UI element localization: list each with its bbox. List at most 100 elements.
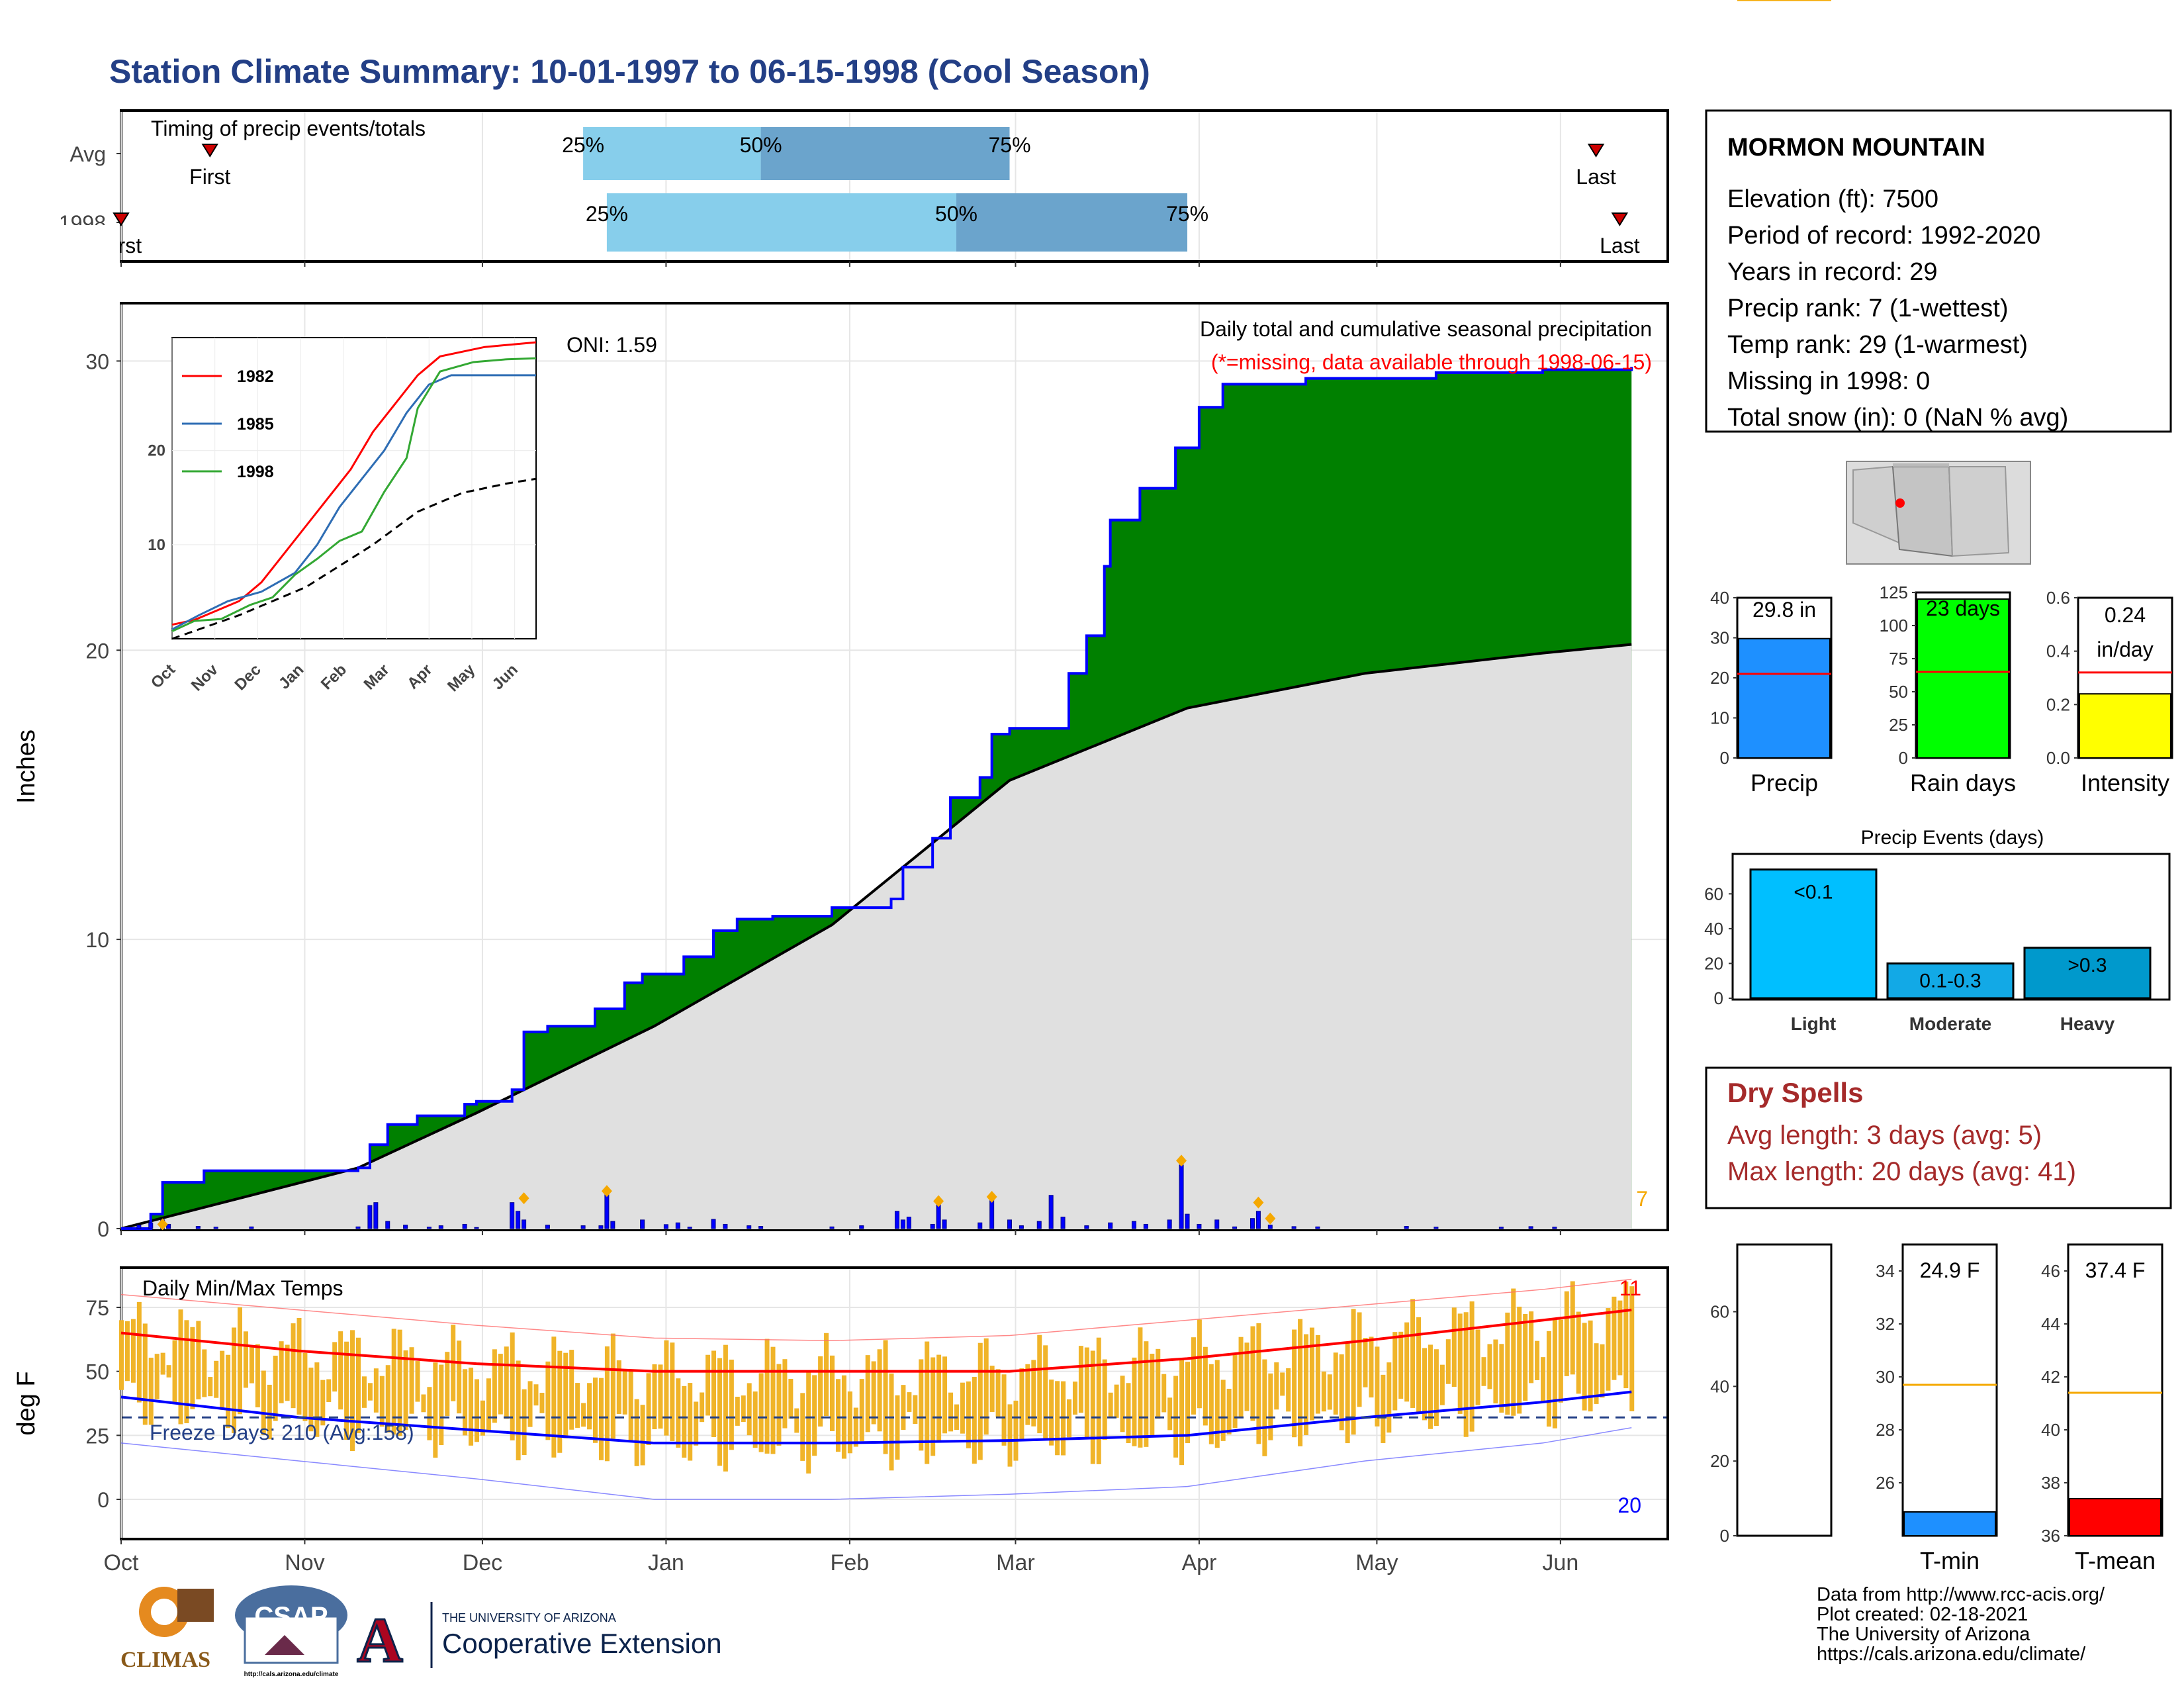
timing-panel: Timing of precip events/totals Avg 25% 50%… xyxy=(0,109,1669,265)
daily-temp-range-bar xyxy=(1445,1339,1451,1384)
daily-temp-range-bar xyxy=(989,1366,995,1412)
daily-temp-range-bar xyxy=(1570,1281,1575,1375)
daily-temp-range-bar xyxy=(142,1323,148,1425)
daily-precip-bar xyxy=(385,1221,390,1229)
daily-temp-range-bar xyxy=(978,1342,983,1460)
daily-temp-range-bar xyxy=(1481,1357,1486,1386)
daily-temp-range-bar xyxy=(1256,1323,1261,1444)
small-bar-ytick-label: 46 xyxy=(2041,1261,2060,1281)
daily-temp-range-bar xyxy=(747,1383,752,1436)
temp-max-record-line xyxy=(120,1278,1632,1342)
daily-temp-range-bar xyxy=(1321,1371,1326,1412)
small-bar-value-rain_days xyxy=(1917,598,2009,759)
daily-precip-bar xyxy=(687,1227,692,1229)
daily-temp-range-bar xyxy=(1232,1354,1238,1429)
daily-precip-bar xyxy=(1197,1223,1202,1229)
daily-temp-range-bar xyxy=(1333,1352,1338,1415)
daily-temp-range-bar xyxy=(439,1364,444,1446)
daily-temp-range-bar xyxy=(1049,1380,1054,1446)
temp-ytick-label: 0 xyxy=(97,1488,109,1512)
daily-temp-range-bar xyxy=(397,1329,402,1436)
daily-temp-range-bar xyxy=(640,1405,645,1466)
precip-events-bar-label: >0.3 xyxy=(2068,955,2107,976)
timing-q25-label: 25% xyxy=(562,133,604,157)
daily-temp-range-bar xyxy=(1043,1345,1048,1438)
daily-temp-range-bar xyxy=(1114,1384,1119,1418)
precip-events-bar xyxy=(2023,947,2152,1000)
daily-temp-range-bar xyxy=(942,1356,948,1434)
daily-precip-bar xyxy=(1232,1226,1238,1229)
daily-precip-bar xyxy=(545,1225,550,1229)
daily-temp-range-bar xyxy=(190,1327,195,1409)
small-bar-chart-precip_total: 0 10 20 30 40 29.8 in Precip xyxy=(1710,588,1833,796)
daily-temp-range-bar xyxy=(326,1379,332,1402)
daily-temp-range-bar xyxy=(741,1395,746,1423)
footer-credits: Data from http://www.rcc-acis.org/Plot c… xyxy=(1817,1584,2105,1665)
daily-precip-bar xyxy=(516,1211,521,1229)
daily-temp-range-bar xyxy=(919,1359,924,1451)
heavy-event-marker xyxy=(933,1195,944,1207)
small-bar-ytick-label: 0.4 xyxy=(2046,641,2070,661)
last-event-marker xyxy=(1611,212,1629,226)
daily-temp-range-bar xyxy=(320,1380,326,1426)
daily-temp-range-bar xyxy=(243,1331,248,1388)
daily-temp-range-bar xyxy=(1351,1309,1356,1435)
ua-cooperative-extension-logo: A THE UNIVERSITY OF ARIZONA Cooperative … xyxy=(356,1602,722,1677)
month-label: Mar xyxy=(996,1550,1035,1575)
events-ytick-label: 40 xyxy=(1704,919,1723,939)
small-bar-chart-rain_days: 0 25 50 75 100 125 23 days Rain days xyxy=(1880,583,2016,796)
daily-temp-range-bar xyxy=(148,1358,154,1425)
daily-temp-range-bar xyxy=(196,1321,201,1399)
daily-temp-range-bar xyxy=(1493,1339,1498,1404)
precip-events-category: Heavy xyxy=(2060,1013,2115,1034)
daily-temp-range-bar xyxy=(610,1333,615,1439)
daily-temp-range-bar xyxy=(232,1327,237,1434)
month-label: Apr xyxy=(1181,1550,1216,1575)
inset-ytick-label: 10 xyxy=(148,536,165,554)
daily-temp-range-bar xyxy=(1203,1346,1208,1426)
daily-temp-range-bar xyxy=(421,1394,426,1413)
small-bar-ytick-label: 50 xyxy=(1889,682,1908,702)
precip-events-bar xyxy=(1886,962,2015,1000)
precip-ytick-label: 20 xyxy=(85,639,109,663)
inset-legend-label: 1998 xyxy=(237,463,274,481)
daily-temp-range-bar xyxy=(533,1384,539,1406)
small-bar-axis-label: Intensity xyxy=(2081,769,2169,796)
small-bar-ytick-label: 40 xyxy=(1710,588,1729,608)
daily-temp-range-bar xyxy=(1268,1373,1273,1440)
daily-temp-range-bar xyxy=(1156,1348,1161,1419)
daily-temp-range-bar xyxy=(983,1338,989,1435)
station-info-line: Period of record: 1992-2020 xyxy=(1727,222,2040,250)
daily-temp-range-bar xyxy=(1007,1404,1013,1467)
daily-temp-range-bar xyxy=(1108,1392,1113,1419)
daily-temp-range-bar xyxy=(1363,1338,1368,1387)
daily-temp-range-bar xyxy=(1167,1397,1173,1430)
station-info-box: MORMON MOUNTAIN Elevation (ft): 7500 Peri… xyxy=(1705,109,2172,433)
daily-temp-range-bar xyxy=(356,1337,361,1434)
daily-temp-range-bar xyxy=(373,1368,379,1413)
daily-temp-range-bar xyxy=(1410,1299,1416,1408)
daily-temp-range-bar xyxy=(1292,1329,1297,1438)
daily-precip-bar xyxy=(711,1219,716,1229)
daily-temp-range-bar xyxy=(1505,1312,1510,1415)
timing-label: Timing of precip events/totals xyxy=(151,117,426,140)
footer-line: Data from http://www.rcc-acis.org/ xyxy=(1817,1584,2105,1605)
daily-temp-range-bar xyxy=(1185,1362,1190,1444)
temp-max-count: 11 xyxy=(1619,1276,1641,1300)
daily-temp-range-bar xyxy=(877,1349,882,1432)
small-bar-ytick-label: 38 xyxy=(2041,1473,2060,1493)
state-map-thumbnail xyxy=(1846,461,2031,565)
temp-label: Daily Min/Max Temps xyxy=(142,1276,343,1300)
daily-temp-range-bar xyxy=(1345,1343,1350,1444)
small-bar-chart-precip_events: 0 20 40 60 xyxy=(1710,0,1833,1546)
daily-precip-bar xyxy=(438,1225,443,1229)
daily-temp-range-bar xyxy=(261,1370,266,1435)
station-name: MORMON MOUNTAIN xyxy=(1727,134,1985,162)
inset-legend-label: 1985 xyxy=(237,415,274,434)
daily-temp-range-bar xyxy=(1594,1343,1599,1404)
daily-temp-range-bar xyxy=(1013,1400,1019,1461)
daily-temp-range-bar xyxy=(1623,1282,1629,1389)
temp-min-record-line xyxy=(120,1427,1632,1500)
daily-temp-range-bar xyxy=(907,1392,912,1412)
month-label: Nov xyxy=(285,1550,324,1575)
